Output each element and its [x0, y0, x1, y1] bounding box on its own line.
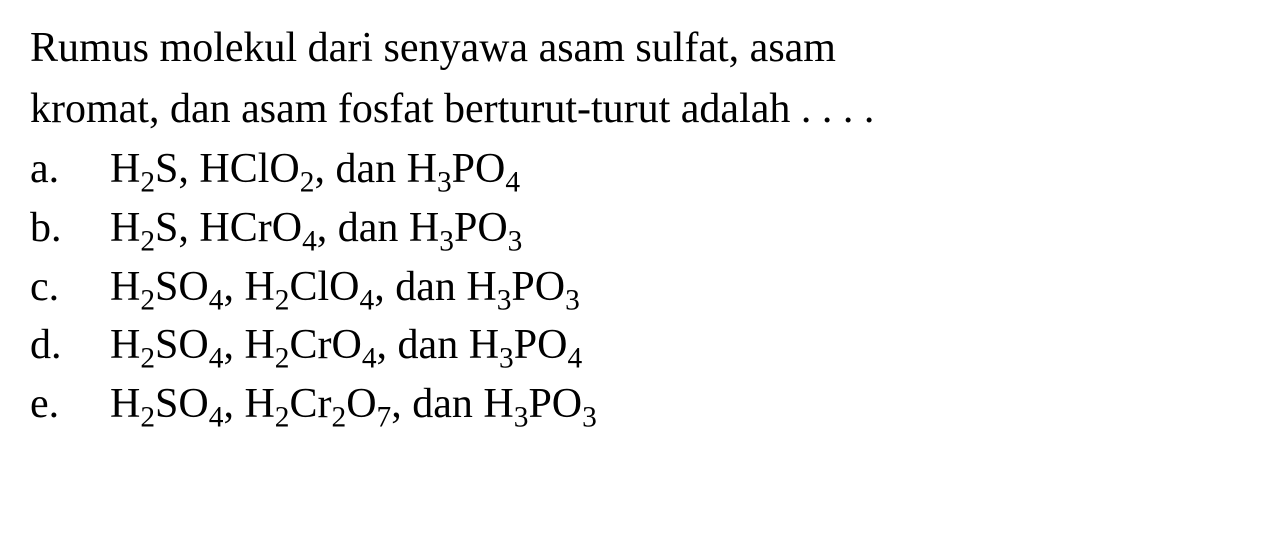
option-c: c. H2SO4, H2ClO4, dan H3PO3 — [30, 259, 1241, 316]
option-d: d. H2SO4, H2CrO4, dan H3PO4 — [30, 317, 1241, 374]
option-content-d: H2SO4, H2CrO4, dan H3PO4 — [110, 317, 1241, 374]
option-b: b. H2S, HCrO4, dan H3PO3 — [30, 200, 1241, 257]
option-content-b: H2S, HCrO4, dan H3PO3 — [110, 200, 1241, 257]
option-e: e. H2SO4, H2Cr2O7, dan H3PO3 — [30, 376, 1241, 433]
option-label-a: a. — [30, 141, 110, 198]
option-content-e: H2SO4, H2Cr2O7, dan H3PO3 — [110, 376, 1241, 433]
option-label-e: e. — [30, 376, 110, 433]
question-line-2: kromat, dan asam fosfat berturut-turut a… — [30, 81, 1241, 138]
option-content-a: H2S, HClO2, dan H3PO4 — [110, 141, 1241, 198]
option-a: a. H2S, HClO2, dan H3PO4 — [30, 141, 1241, 198]
option-content-c: H2SO4, H2ClO4, dan H3PO3 — [110, 259, 1241, 316]
option-label-d: d. — [30, 317, 110, 374]
options-list: a. H2S, HClO2, dan H3PO4 b. H2S, HCrO4, … — [30, 141, 1241, 432]
question-line-1: Rumus molekul dari senyawa asam sulfat, … — [30, 20, 1241, 77]
option-label-b: b. — [30, 200, 110, 257]
option-label-c: c. — [30, 259, 110, 316]
